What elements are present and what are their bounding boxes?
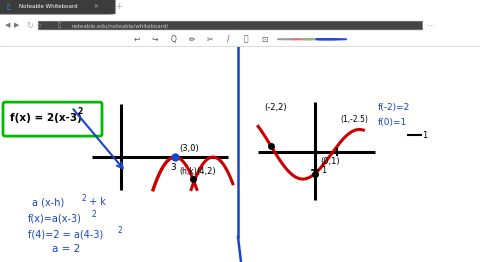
Text: f(0)=1: f(0)=1 xyxy=(378,118,407,127)
Text: ◀: ◀ xyxy=(5,23,10,29)
Text: 2: 2 xyxy=(118,226,123,234)
FancyBboxPatch shape xyxy=(3,102,102,136)
Text: f(-2)=2: f(-2)=2 xyxy=(378,103,410,112)
Text: ✕: ✕ xyxy=(94,4,98,9)
Text: ↻: ↻ xyxy=(26,21,34,30)
Text: ─: ─ xyxy=(451,4,456,10)
Text: +: + xyxy=(115,2,122,11)
Text: 1: 1 xyxy=(321,166,326,174)
Text: (3,0): (3,0) xyxy=(179,144,199,153)
Text: (h,k): (h,k) xyxy=(179,167,197,176)
Text: ⬛: ⬛ xyxy=(7,4,11,10)
FancyBboxPatch shape xyxy=(0,0,115,14)
Circle shape xyxy=(304,39,325,40)
Text: Q: Q xyxy=(170,35,176,44)
Text: /: / xyxy=(227,35,229,44)
Text: 3: 3 xyxy=(170,163,176,172)
Text: ▶: ▶ xyxy=(14,23,20,29)
Circle shape xyxy=(316,39,347,40)
Text: (4,2): (4,2) xyxy=(196,167,216,176)
Text: ✏: ✏ xyxy=(188,35,195,44)
Text: (1,-2.5): (1,-2.5) xyxy=(340,115,368,124)
Text: (0,1): (0,1) xyxy=(320,157,340,166)
Text: 2: 2 xyxy=(82,194,87,203)
Text: + k: + k xyxy=(86,197,106,207)
Text: ⬜: ⬜ xyxy=(244,35,249,44)
Text: 🔒: 🔒 xyxy=(58,23,61,28)
Text: f(4)=2 = a(4-3): f(4)=2 = a(4-3) xyxy=(28,229,103,239)
Text: 1: 1 xyxy=(422,130,427,140)
Circle shape xyxy=(277,39,299,40)
Text: f(x) = 2(x-3): f(x) = 2(x-3) xyxy=(10,113,82,123)
Text: ⊡: ⊡ xyxy=(261,35,268,44)
Circle shape xyxy=(316,39,337,40)
Text: noteable.edu/noteable/whiteboard/: noteable.edu/noteable/whiteboard/ xyxy=(72,23,169,28)
Text: ⋯: ⋯ xyxy=(427,21,435,30)
Text: ✕: ✕ xyxy=(463,4,469,10)
Text: Noteable Whiteboard: Noteable Whiteboard xyxy=(19,4,78,9)
Text: ─: ─ xyxy=(437,4,441,10)
Text: ↪: ↪ xyxy=(152,35,158,44)
Text: 2: 2 xyxy=(77,107,82,116)
Circle shape xyxy=(292,39,313,40)
Text: f(x)=a(x-3): f(x)=a(x-3) xyxy=(28,213,82,223)
Text: (-2,2): (-2,2) xyxy=(264,103,287,112)
FancyBboxPatch shape xyxy=(38,21,422,30)
Text: 2: 2 xyxy=(92,210,97,219)
Text: ☆: ☆ xyxy=(36,23,42,29)
Text: ✂: ✂ xyxy=(206,35,213,44)
Text: a = 2: a = 2 xyxy=(52,244,80,254)
Text: □: □ xyxy=(449,4,456,10)
Text: a (x-h): a (x-h) xyxy=(32,197,64,207)
Text: ─: ─ xyxy=(466,4,470,10)
Text: ↩: ↩ xyxy=(133,35,140,44)
